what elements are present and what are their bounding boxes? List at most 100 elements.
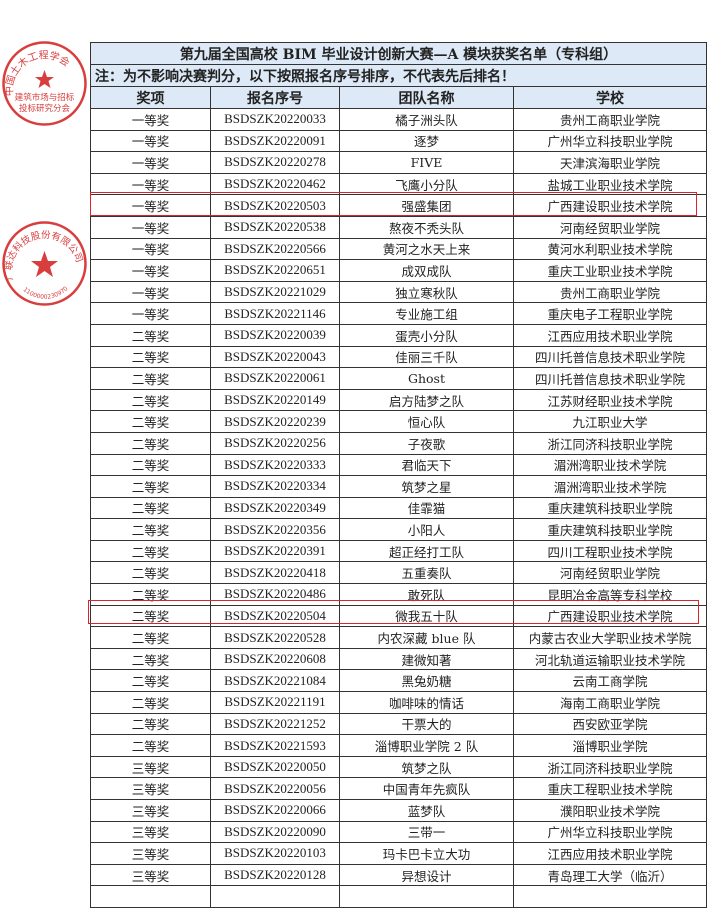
cell-team: 佳丽三千队 bbox=[339, 345, 514, 369]
cell-award: 一等奖 bbox=[90, 237, 211, 261]
cell-team: 橘子洲头队 bbox=[339, 108, 514, 131]
cell-school: 四川工程职业技术学院 bbox=[513, 539, 707, 563]
table-row: 一等奖 BSDSZK20220278 FIVE 天津滨海职业学院 bbox=[90, 151, 707, 174]
table-row: 一等奖 BSDSZK20220651 成双成队 重庆工业职业技术学院 bbox=[90, 259, 707, 282]
cell-school: 广州华立科技职业学院 bbox=[513, 129, 707, 153]
cell-id: BSDSZK20220504 bbox=[210, 604, 340, 628]
cell-school: 濮阳职业技术学院 bbox=[513, 799, 707, 822]
cell-award: 二等奖 bbox=[90, 647, 211, 671]
cell-id: BSDSZK20220256 bbox=[210, 431, 340, 455]
cell-team: 小阳人 bbox=[339, 518, 514, 541]
cell-school: 湄洲湾职业技术学院 bbox=[513, 453, 707, 477]
table-row: 二等奖 BSDSZK20220504 微我五十队 广西建设职业技术学院 bbox=[90, 604, 707, 628]
cell-school: 黄河水利职业技术学院 bbox=[513, 237, 707, 261]
table-row: 二等奖 BSDSZK20221593 淄博职业学院 2 队淄博职业学院 bbox=[90, 734, 707, 757]
svg-text:广联达科技股份有限公司: 广联达科技股份有限公司 bbox=[2, 229, 84, 281]
table-row: 一等奖 BSDSZK20221029 独立寒秋队 贵州工商职业学院 bbox=[90, 280, 707, 304]
cell-award: 一等奖 bbox=[90, 215, 211, 239]
cell-team: 黑兔奶糖 bbox=[339, 669, 514, 693]
cell-id: BSDSZK20220503 bbox=[210, 194, 340, 217]
cell-team: 咖啡味的情话 bbox=[339, 691, 514, 714]
table-row: 一等奖 BSDSZK20220091 逐梦 广州华立科技职业学院 bbox=[90, 129, 707, 153]
cell-team: 玛卡巴卡立大功 bbox=[339, 842, 514, 865]
cell-award: 二等奖 bbox=[90, 712, 211, 736]
cell-team: 独立寒秋队 bbox=[339, 280, 514, 304]
cell-award: 二等奖 bbox=[90, 475, 211, 498]
cell-team: 筑梦之队 bbox=[339, 755, 514, 779]
table-row: 二等奖 BSDSZK20220256 子夜歌 浙江同济科技职业学院 bbox=[90, 431, 707, 455]
table-row: 三等奖 BSDSZK20220056 中国青年先疯队 重庆工程职业技术学院 bbox=[90, 777, 707, 800]
cell-award: 二等奖 bbox=[90, 431, 211, 455]
cell-team: 专业施工组 bbox=[339, 302, 514, 325]
cell-award: 一等奖 bbox=[90, 151, 211, 174]
cell-award: 三等奖 bbox=[90, 820, 211, 844]
cell-team: Ghost bbox=[339, 367, 514, 390]
cell-award: 二等奖 bbox=[90, 410, 211, 433]
cell-school: 重庆建筑科技职业学院 bbox=[513, 518, 707, 541]
table-row: 三等奖 BSDSZK20220066 蓝梦队 濮阳职业技术学院 bbox=[90, 799, 707, 822]
stamp-civil-engineering-society: 中国土木工程学会 建筑市场与招标 投标研究分会 bbox=[2, 41, 87, 126]
cell-award: 三等奖 bbox=[90, 842, 211, 865]
cell-team: 建微知著 bbox=[339, 647, 514, 671]
cell-award: 三等奖 bbox=[90, 799, 211, 822]
cell-id: BSDSZK20220066 bbox=[210, 799, 340, 822]
cell-team: 五重奏队 bbox=[339, 561, 514, 585]
cell-id: BSDSZK20221252 bbox=[210, 712, 340, 736]
cell-award: 二等奖 bbox=[90, 453, 211, 477]
cell-award: 二等奖 bbox=[90, 669, 211, 693]
cell-team: 三带一 bbox=[339, 820, 514, 844]
cell-id: BSDSZK20220149 bbox=[210, 388, 340, 412]
table-row: 一等奖 BSDSZK20220033 橘子洲头队 贵州工商职业学院 bbox=[90, 108, 707, 131]
cell-award: 三等奖 bbox=[90, 777, 211, 800]
cell-team: 黄河之水天上来 bbox=[339, 237, 514, 261]
cell-school: 海南工商职业学院 bbox=[513, 691, 707, 714]
cell-id: BSDSZK20221084 bbox=[210, 669, 340, 693]
cell-team: 中国青年先疯队 bbox=[339, 777, 514, 800]
cell-award: 一等奖 bbox=[90, 259, 211, 282]
cell-id: BSDSZK20220039 bbox=[210, 323, 340, 347]
svg-text:建筑市场与招标: 建筑市场与招标 bbox=[15, 92, 75, 103]
cell-school: 西安欧亚学院 bbox=[513, 712, 707, 736]
cell-award: 一等奖 bbox=[90, 108, 211, 131]
cell-id: BSDSZK20220239 bbox=[210, 410, 340, 433]
column-header-award: 奖项 bbox=[90, 86, 211, 109]
cell-id: BSDSZK20220486 bbox=[210, 583, 340, 606]
cell-team: 强盛集团 bbox=[339, 194, 514, 217]
table-row: 三等奖 BSDSZK20220090 三带一 广州华立科技职业学院 bbox=[90, 820, 707, 844]
cell-id: BSDSZK20220091 bbox=[210, 129, 340, 153]
table-row: 二等奖 BSDSZK20220486 敢死队 昆明冶金高等专科学校 bbox=[90, 583, 707, 606]
cell-school: 广西建设职业技术学院 bbox=[513, 604, 707, 628]
cell-id: BSDSZK20220356 bbox=[210, 518, 340, 541]
cell-award: 二等奖 bbox=[90, 734, 211, 757]
cell-award: 二等奖 bbox=[90, 367, 211, 390]
cell-id: BSDSZK20220056 bbox=[210, 777, 340, 800]
cell-team: 淄博职业学院 2 队 bbox=[339, 734, 514, 757]
cell-award: 一等奖 bbox=[90, 172, 211, 196]
cell-team: 熬夜不秃头队 bbox=[339, 215, 514, 239]
cell-team: FIVE bbox=[339, 151, 514, 174]
cell-id: BSDSZK20220061 bbox=[210, 367, 340, 390]
cell-id: BSDSZK20220538 bbox=[210, 215, 340, 239]
table-row: 一等奖 BSDSZK20221146 专业施工组 重庆电子工程职业学院 bbox=[90, 302, 707, 325]
table-row: 二等奖 BSDSZK20220039 蛋壳小分队 江西应用技术职业学院 bbox=[90, 323, 707, 347]
table-row: 二等奖 BSDSZK20220239 恒心队 九江职业大学 bbox=[90, 410, 707, 433]
cell-team: 君临天下 bbox=[339, 453, 514, 477]
table-row: 二等奖 BSDSZK20221084 黑兔奶糖 云南工商学院 bbox=[90, 669, 707, 693]
svg-text:投标研究分会: 投标研究分会 bbox=[19, 103, 71, 114]
cell-award: 二等奖 bbox=[90, 539, 211, 563]
cell-school: 四川托普信息技术职业学院 bbox=[513, 345, 707, 369]
cell-team: 恒心队 bbox=[339, 410, 514, 433]
cell-school: 江苏财经职业技术学院 bbox=[513, 388, 707, 412]
cell-id: BSDSZK20220566 bbox=[210, 237, 340, 261]
table-row: 二等奖 BSDSZK20220391 超正经打工队 四川工程职业技术学院 bbox=[90, 539, 707, 563]
cell-id: BSDSZK20220391 bbox=[210, 539, 340, 563]
cell-award: 三等奖 bbox=[90, 755, 211, 779]
cell-school: 盐城工业职业技术学院 bbox=[513, 172, 707, 196]
award-table: 第九届全国高校 BIM 毕业设计创新大赛—A 模块获奖名单（专科组） 注：为不影… bbox=[90, 42, 707, 908]
cell-id: BSDSZK20221146 bbox=[210, 302, 340, 325]
table-row: 二等奖 BSDSZK20220061 Ghost 四川托普信息技术职业学院 bbox=[90, 367, 707, 390]
cell-id: BSDSZK20220528 bbox=[210, 626, 340, 649]
cell-team: 启方陆梦之队 bbox=[339, 388, 514, 412]
table-row: 二等奖 BSDSZK20221252 干票大的 西安欧亚学院 bbox=[90, 712, 707, 736]
cell-school: 淄博职业学院 bbox=[513, 734, 707, 757]
